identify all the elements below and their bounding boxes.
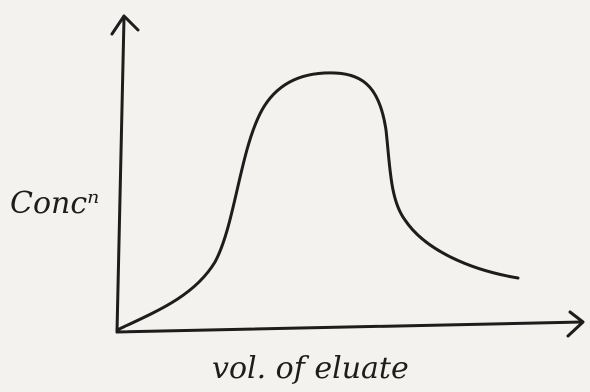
diagram: Concⁿ vol. of eluate xyxy=(0,0,590,392)
y-axis-label: Concⁿ xyxy=(10,186,99,221)
x-axis-label: vol. of eluate xyxy=(212,351,409,386)
